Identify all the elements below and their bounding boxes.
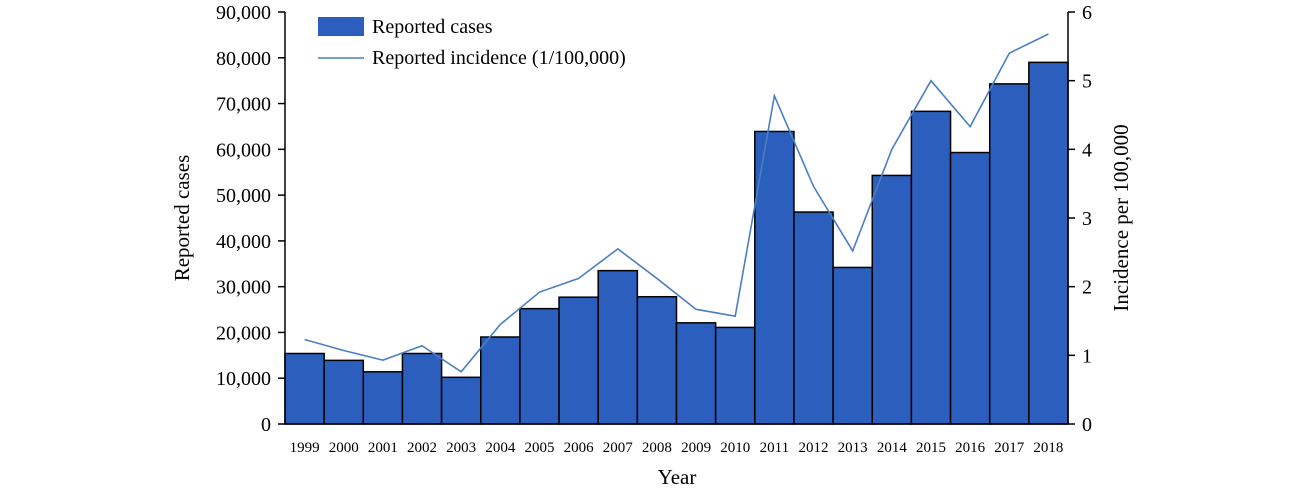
y-tick-label: 80,000 (216, 48, 271, 70)
y-tick-label: 60,000 (216, 139, 271, 161)
bar-series (284, 61, 1069, 425)
bar-2008 (636, 295, 678, 425)
bar-2014 (871, 174, 913, 425)
x-tick-label: 2011 (760, 440, 789, 456)
y-tick-label: 50,000 (216, 185, 271, 207)
legend-swatch-bars (318, 17, 364, 36)
bar-2002 (401, 352, 443, 425)
x-tick-label: 2016 (955, 440, 986, 456)
x-tick-label: 2000 (329, 440, 359, 456)
bar-2003 (440, 376, 482, 425)
y2-tick-label: 3 (1082, 208, 1092, 230)
bar-2017 (988, 83, 1030, 425)
bar-2018 (1028, 61, 1069, 425)
x-tick-label: 2003 (446, 440, 476, 456)
x-tick-label: 2005 (524, 440, 554, 456)
y-tick-label: 70,000 (216, 94, 271, 116)
y2-tick-label: 5 (1082, 71, 1092, 93)
x-tick-label: 2007 (603, 440, 634, 456)
y-tick-label: 10,000 (216, 368, 271, 390)
x-tick-label: 2013 (838, 440, 868, 456)
legend-label-line: Reported incidence (1/100,000) (372, 47, 626, 69)
line-series (304, 33, 1049, 373)
x-tick-label: 2004 (485, 440, 516, 456)
bar-2005 (519, 307, 560, 425)
y-ticks: 0 10,000 20,000 30,000 40,000 50,000 60,000 70,… (216, 2, 285, 436)
y2-ticks: 0 1 2 3 4 5 6 (1068, 2, 1092, 436)
y2-tick-label: 6 (1082, 2, 1092, 24)
x-tick-label: 2012 (799, 440, 829, 456)
y-tick-label: 30,000 (216, 277, 271, 299)
y2-tick-label: 4 (1082, 139, 1092, 161)
bar-2000 (323, 359, 365, 425)
x-tick-label: 2018 (1033, 440, 1063, 456)
bar-2006 (558, 296, 599, 425)
bar-2007 (597, 269, 639, 425)
bar-2004 (480, 336, 521, 425)
x-tick-label: 2015 (916, 440, 946, 456)
bar-2015 (910, 110, 952, 425)
y-tick-label: 20,000 (216, 322, 271, 344)
bar-1999 (284, 352, 325, 425)
x-tick-label: 2017 (994, 440, 1025, 456)
x-tick-label: 1999 (290, 440, 320, 456)
bar-2013 (832, 266, 873, 425)
bar-2010 (714, 326, 756, 425)
y2-tick-label: 1 (1082, 345, 1092, 367)
bar-2001 (362, 371, 404, 425)
legend-label-bars: Reported cases (372, 16, 493, 38)
y-tick-label: 90,000 (216, 2, 271, 24)
incidence-line (304, 33, 1049, 373)
legend: Reported cases Reported incidence (1/100… (318, 16, 626, 69)
y2-axis-title: Incidence per 100,000 (1109, 124, 1133, 311)
x-tick-label: 2010 (720, 440, 750, 456)
x-tick-label: 2001 (368, 440, 398, 456)
bar-2012 (793, 211, 834, 425)
y2-tick-label: 0 (1082, 414, 1092, 436)
x-axis-title: Year (658, 465, 697, 489)
x-tick-label: 2006 (564, 440, 595, 456)
x-tick-label: 2002 (407, 440, 437, 456)
x-ticks: 1999 2000 2001 2002 2003 2004 2005 2006 2007 2008… (290, 440, 1064, 456)
y-tick-label: 40,000 (216, 231, 271, 253)
y-axis-title: Reported cases (170, 155, 194, 282)
x-tick-label: 2008 (642, 440, 672, 456)
y2-tick-label: 2 (1082, 277, 1092, 299)
x-tick-label: 2014 (877, 440, 908, 456)
bar-2009 (675, 322, 717, 425)
bar-2011 (754, 130, 795, 425)
bar-2016 (949, 151, 991, 425)
x-tick-label: 2009 (681, 440, 711, 456)
y-tick-label: 0 (261, 414, 271, 436)
